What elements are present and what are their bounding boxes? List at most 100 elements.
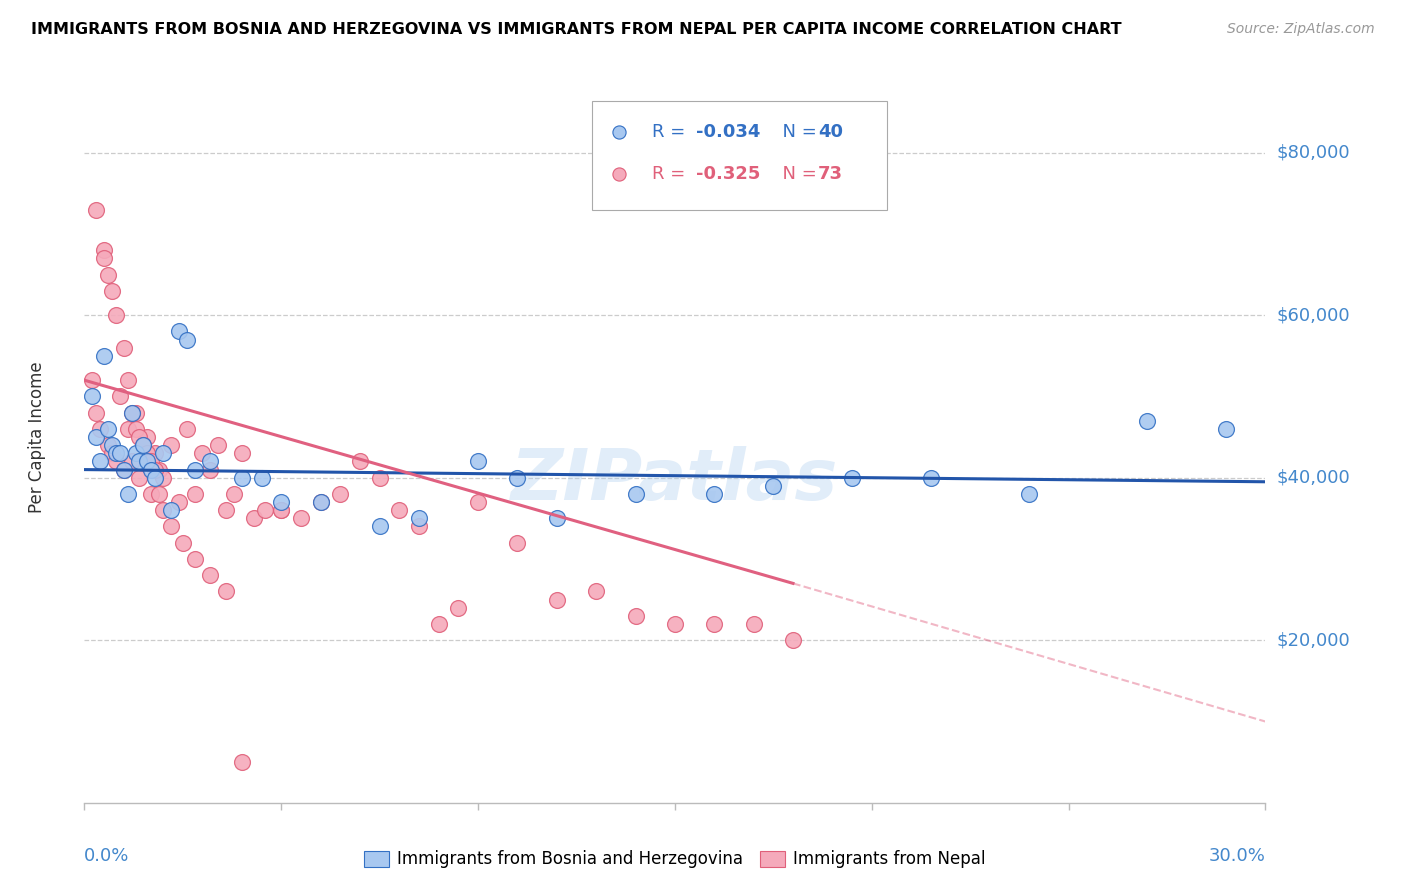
Text: R =: R = — [652, 123, 692, 141]
Point — [97, 438, 120, 452]
Point — [121, 454, 143, 468]
Point — [108, 389, 131, 403]
Point — [117, 487, 139, 501]
Text: 73: 73 — [818, 165, 842, 183]
Point — [231, 471, 253, 485]
Point — [270, 503, 292, 517]
Point — [231, 446, 253, 460]
Point — [160, 438, 183, 452]
Text: $20,000: $20,000 — [1277, 632, 1350, 649]
Point — [112, 341, 135, 355]
Point — [200, 462, 222, 476]
Point — [1136, 414, 1159, 428]
Point — [176, 333, 198, 347]
Point — [132, 438, 155, 452]
Point — [176, 422, 198, 436]
Point — [231, 755, 253, 769]
Point — [82, 373, 104, 387]
Point — [136, 446, 159, 460]
Text: ZIPatlas: ZIPatlas — [512, 447, 838, 516]
Point — [152, 446, 174, 460]
Point — [128, 454, 150, 468]
Point — [160, 503, 183, 517]
Text: -0.325: -0.325 — [696, 165, 761, 183]
Point — [167, 495, 190, 509]
Point — [183, 552, 205, 566]
Point — [309, 495, 332, 509]
Point — [152, 503, 174, 517]
Point — [290, 511, 312, 525]
Point — [148, 462, 170, 476]
Point — [242, 511, 264, 525]
Point — [1215, 422, 1237, 436]
Point — [270, 495, 292, 509]
Point — [250, 471, 273, 485]
Point — [82, 389, 104, 403]
Legend: Immigrants from Bosnia and Herzegovina, Immigrants from Nepal: Immigrants from Bosnia and Herzegovina, … — [357, 844, 993, 875]
Point — [93, 349, 115, 363]
Point — [270, 503, 292, 517]
FancyBboxPatch shape — [592, 101, 887, 211]
Point — [124, 406, 146, 420]
Point — [427, 617, 450, 632]
Point — [408, 519, 430, 533]
Point — [141, 487, 163, 501]
Point — [167, 325, 190, 339]
Point — [101, 438, 124, 452]
Point — [124, 422, 146, 436]
Text: -0.034: -0.034 — [696, 123, 761, 141]
Point — [762, 479, 785, 493]
Point — [89, 454, 111, 468]
Point — [624, 487, 647, 501]
Point — [222, 487, 245, 501]
Point — [148, 487, 170, 501]
Point — [132, 438, 155, 452]
Point — [467, 454, 489, 468]
Point — [128, 471, 150, 485]
Point — [93, 243, 115, 257]
Text: $60,000: $60,000 — [1277, 306, 1350, 324]
Text: N =: N = — [770, 165, 823, 183]
Point — [207, 438, 229, 452]
Point — [742, 617, 765, 632]
Text: 30.0%: 30.0% — [1209, 847, 1265, 865]
Point — [585, 584, 607, 599]
Point — [89, 422, 111, 436]
Text: $40,000: $40,000 — [1277, 468, 1350, 487]
Point — [93, 252, 115, 266]
Point — [117, 373, 139, 387]
Point — [84, 202, 107, 217]
Text: Per Capita Income: Per Capita Income — [28, 361, 46, 513]
Point — [112, 462, 135, 476]
Point — [112, 462, 135, 476]
Point — [191, 446, 214, 460]
Point — [136, 430, 159, 444]
Point — [200, 568, 222, 582]
Point — [841, 471, 863, 485]
Point — [141, 462, 163, 476]
Point — [920, 471, 942, 485]
Point — [329, 487, 352, 501]
Point — [152, 471, 174, 485]
Point — [349, 454, 371, 468]
Point — [101, 446, 124, 460]
Text: 0.0%: 0.0% — [84, 847, 129, 865]
Point — [104, 446, 127, 460]
Point — [368, 519, 391, 533]
Point — [782, 633, 804, 648]
Point — [97, 268, 120, 282]
Point — [84, 406, 107, 420]
Point — [172, 535, 194, 549]
Point — [97, 422, 120, 436]
Point — [143, 471, 166, 485]
Point — [703, 617, 725, 632]
Text: N =: N = — [770, 123, 823, 141]
Point — [117, 422, 139, 436]
Point — [200, 454, 222, 468]
Point — [467, 495, 489, 509]
Point — [183, 462, 205, 476]
Point — [254, 503, 277, 517]
Point — [136, 454, 159, 468]
Point — [408, 511, 430, 525]
Point — [447, 600, 470, 615]
